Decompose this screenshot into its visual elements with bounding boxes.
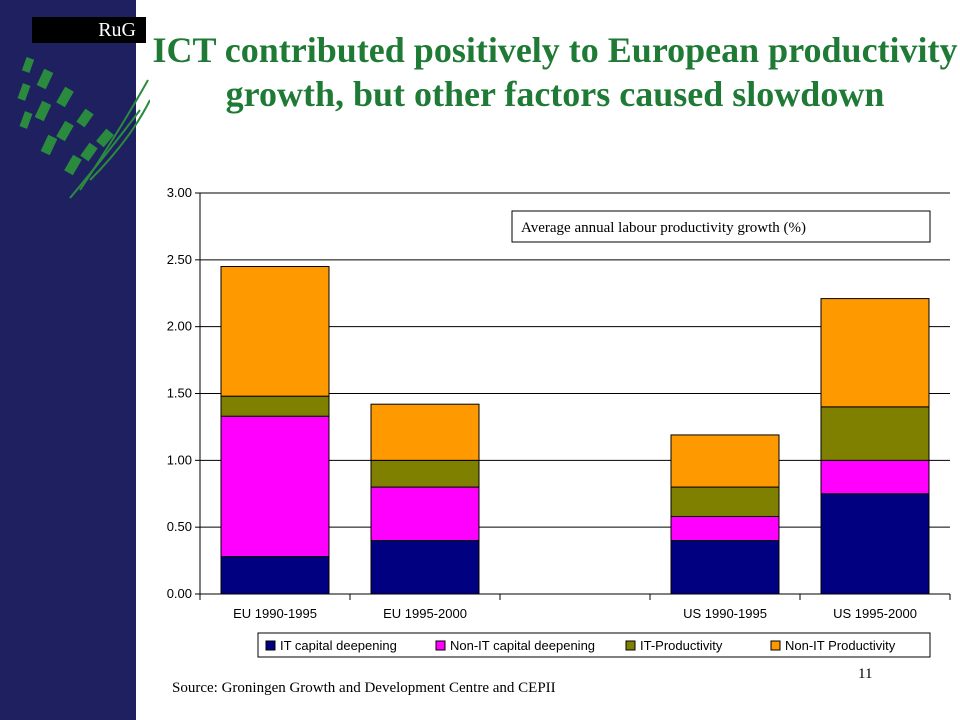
leaf-logo-icon bbox=[17, 57, 150, 199]
chart-annotation-box: Average annual labour productivity growt… bbox=[511, 210, 931, 243]
legend-swatch bbox=[625, 640, 636, 651]
bar-segment bbox=[220, 415, 330, 558]
bar-segment bbox=[820, 298, 930, 408]
legend-swatch bbox=[265, 640, 276, 651]
legend-swatch bbox=[435, 640, 446, 651]
bar-segment bbox=[220, 266, 330, 397]
y-tick-label: 1.50 bbox=[167, 386, 192, 401]
y-tick-label: 2.00 bbox=[167, 319, 192, 334]
x-tick-label: US 1995-2000 bbox=[833, 606, 917, 621]
bar-segment bbox=[670, 434, 780, 488]
bar-segment bbox=[370, 459, 480, 488]
legend: IT capital deepening Non-IT capital deepe… bbox=[257, 632, 931, 658]
bar-segment bbox=[820, 406, 930, 461]
y-tick-label: 2.50 bbox=[167, 252, 192, 267]
y-tick-label: 3.00 bbox=[167, 185, 192, 200]
legend-label: IT capital deepening bbox=[280, 638, 397, 653]
bar-segment bbox=[370, 403, 480, 461]
bars bbox=[220, 266, 930, 595]
x-tick-label: EU 1995-2000 bbox=[383, 606, 467, 621]
bar-segment bbox=[220, 556, 330, 595]
bar-segment bbox=[670, 540, 780, 595]
y-tick-label: 0.00 bbox=[167, 586, 192, 601]
x-tick-label: US 1990-1995 bbox=[683, 606, 767, 621]
axes: 0.00 0.50 1.00 1.50 2.00 2.50 3.00 EU 1990-1995… bbox=[167, 185, 951, 621]
legend-box bbox=[257, 632, 931, 658]
bar-segment bbox=[370, 540, 480, 595]
bar-segment bbox=[670, 515, 780, 542]
legend-label: IT-Productivity bbox=[640, 638, 723, 653]
bar-segment bbox=[370, 486, 480, 542]
bar-segment bbox=[820, 459, 930, 495]
legend-label: Non-IT Productivity bbox=[785, 638, 896, 653]
slide-title: ICT contributed positively to European p… bbox=[152, 30, 958, 114]
x-tick-label: EU 1990-1995 bbox=[233, 606, 317, 621]
legend-swatch bbox=[770, 640, 781, 651]
rug-logo: RuG bbox=[32, 17, 146, 43]
page-number: 11 bbox=[858, 666, 873, 682]
source-note: Source: Groningen Growth and Development… bbox=[172, 680, 556, 696]
y-tick-label: 0.50 bbox=[167, 519, 192, 534]
bar-segment bbox=[220, 395, 330, 417]
bar-segment bbox=[670, 486, 780, 517]
chart-annotation: Average annual labour productivity growt… bbox=[521, 220, 806, 236]
legend-label: Non-IT capital deepening bbox=[450, 638, 595, 653]
bar-segment bbox=[820, 493, 930, 595]
y-tick-label: 1.00 bbox=[167, 452, 192, 467]
